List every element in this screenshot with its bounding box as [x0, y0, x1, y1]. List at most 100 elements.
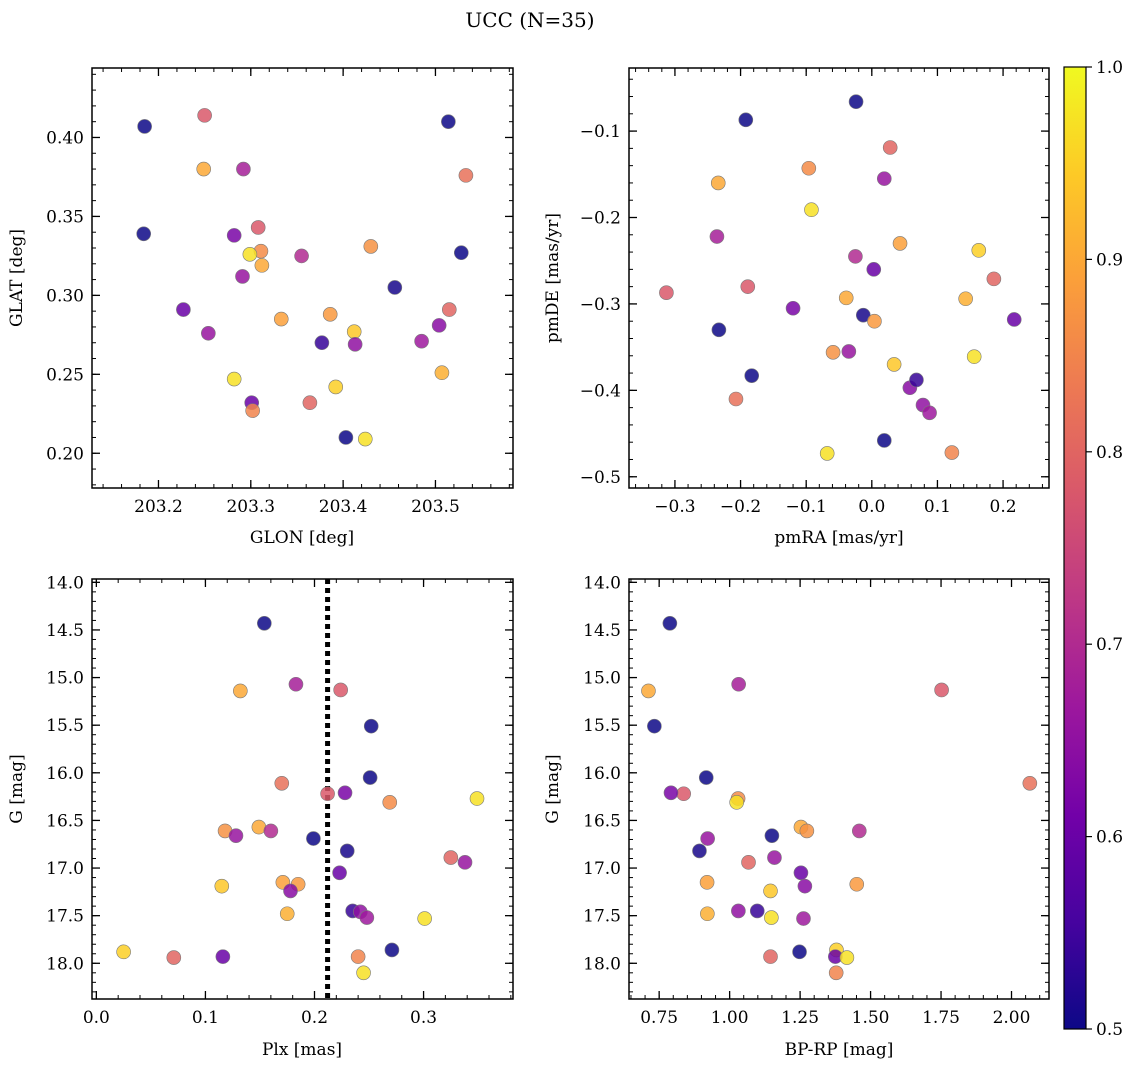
data-point [263, 823, 279, 839]
x-tick-label: 0.2 [301, 1008, 328, 1028]
x-tick-label: 0.75 [640, 1008, 678, 1028]
plot-frame [628, 67, 1050, 489]
data-point [882, 140, 898, 155]
data-point [922, 405, 937, 421]
data-point [709, 229, 725, 244]
data-point [876, 433, 892, 448]
data-point [1022, 775, 1038, 791]
data-point [434, 365, 450, 381]
data-point [337, 785, 353, 801]
x-tick-label: 1.50 [852, 1008, 890, 1028]
data-point [201, 325, 216, 341]
data-point [909, 372, 924, 388]
y-axis-label: GLAT [deg] [7, 229, 27, 327]
x-tick-label: 203.3 [226, 497, 275, 517]
data-point [359, 910, 375, 925]
colorbar-tick-label: 1.0 [1096, 58, 1123, 78]
data-point [283, 883, 298, 899]
x-tick-label: −0.1 [786, 497, 827, 517]
data-point [356, 965, 371, 981]
panel-plx-g: 0.0 0.1 0.2 0.3 14.0 14.5 15.0 15.5 16.0 16.5 17.0… [7, 573, 514, 1060]
data-point [740, 279, 756, 294]
data-point [274, 775, 290, 791]
data-point [731, 903, 746, 919]
data-point [710, 175, 726, 191]
data-point [828, 965, 844, 981]
plot-frame [628, 578, 1050, 1000]
x-tick-label: 0.0 [858, 497, 885, 517]
data-point [700, 906, 715, 922]
y-tick-label: 16.0 [46, 764, 84, 784]
y-axis-label: G [mag] [7, 754, 27, 823]
data-point [763, 883, 778, 899]
y-axis-label: G [mag] [543, 754, 563, 823]
x-tick-label: 2.00 [993, 1008, 1031, 1028]
data-point [934, 682, 949, 698]
data-point [431, 318, 447, 333]
data-point [332, 865, 347, 881]
data-point [333, 682, 348, 698]
data-point [825, 345, 841, 360]
data-point [384, 942, 400, 958]
y-tick-label: 15.0 [583, 669, 621, 689]
data-point [288, 676, 304, 692]
data-point [839, 950, 855, 965]
colorbar-tick-label: 0.7 [1096, 635, 1123, 655]
data-point [441, 302, 457, 317]
data-point [841, 344, 857, 359]
data-point [848, 94, 864, 110]
y-tick-label: −0.5 [580, 468, 621, 488]
data-point [728, 391, 744, 407]
data-point [214, 878, 230, 894]
plot-frame [91, 578, 514, 1000]
data-point [458, 168, 474, 183]
data-point [137, 119, 152, 134]
data-point [457, 855, 473, 870]
y-tick-label: 16.5 [583, 811, 621, 831]
data-point [254, 258, 270, 273]
data-point [306, 831, 321, 846]
x-axis-label: GLON [deg] [250, 528, 354, 548]
panel-pm: −0.3 −0.2 −0.1 0.0 0.1 0.2 −0.5 −0.4 −0.3 −0.2 −0.… [543, 67, 1050, 548]
data-point [866, 262, 882, 277]
y-axis-label: pmDE [mas/yr] [543, 213, 563, 343]
y-tick-label: 14.5 [46, 621, 84, 641]
x-tick-label: 0.2 [990, 497, 1017, 517]
data-point [226, 371, 242, 387]
data-point [663, 785, 679, 801]
data-point [676, 786, 691, 802]
y-tick-label: 0.20 [46, 444, 84, 464]
data-point [469, 791, 485, 806]
panel-color-g: 0.75 1.00 1.25 1.50 1.75 2.00 14.0 14.5 15.0 15.5… [543, 573, 1050, 1060]
data-point [793, 865, 809, 881]
data-point [166, 950, 182, 965]
data-point [796, 911, 811, 926]
data-point [799, 823, 815, 839]
x-axis-label: pmRA [mas/yr] [774, 528, 903, 548]
data-point [711, 322, 727, 338]
data-point [729, 795, 744, 810]
figure-title: UCC (N=35) [465, 8, 594, 32]
data-point [387, 280, 403, 295]
x-tick-label: −0.3 [654, 497, 695, 517]
x-tick-label: 1.25 [781, 1008, 819, 1028]
y-tick-label: 0.40 [46, 128, 84, 148]
data-point [362, 770, 378, 785]
data-point [744, 368, 760, 383]
data-point [357, 431, 373, 447]
data-point [363, 718, 379, 734]
y-tick-label: 0.35 [46, 207, 84, 227]
data-point [441, 114, 456, 129]
y-tick-label: 14.5 [583, 621, 621, 641]
data-point [116, 944, 131, 960]
data-point [235, 269, 250, 284]
data-point [700, 831, 715, 846]
x-tick-label: 1.75 [922, 1008, 960, 1028]
data-point [849, 876, 865, 892]
colorbar-tick-label: 0.5 [1096, 1020, 1123, 1040]
colorbar-gradient [1063, 66, 1087, 1030]
data-point [328, 379, 344, 395]
data-point [764, 828, 780, 843]
data-point [302, 395, 318, 411]
